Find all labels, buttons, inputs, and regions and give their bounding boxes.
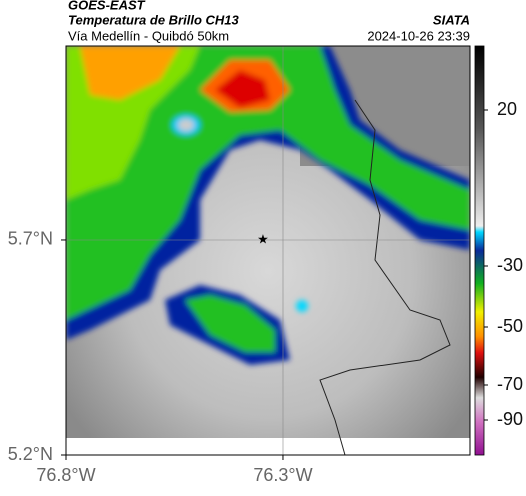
timestamp: 2024-10-26 23:39 <box>367 28 470 43</box>
source: SIATA <box>433 12 470 27</box>
y-tick-label: 5.2°N <box>8 444 53 464</box>
y-tick-label: 5.7°N <box>8 229 53 249</box>
colorbar-tick-label: -70 <box>497 374 523 394</box>
colorbar-tick-label: 20 <box>497 99 517 119</box>
subtitle: Temperatura de Brillo CH13 <box>68 12 240 27</box>
colorbar <box>474 45 485 456</box>
satellite-image: ★ <box>66 46 470 455</box>
colorbar-tick-label: -30 <box>497 255 523 275</box>
x-tick-label: 76.8°W <box>36 465 95 485</box>
x-tick-label: 76.3°W <box>253 465 312 485</box>
route: Vía Medellín - Quibdó 50km <box>68 28 229 43</box>
colorbar-tick-label: -90 <box>497 409 523 429</box>
title: GOES-EAST <box>68 0 146 12</box>
colorbar-tick-label: -50 <box>497 316 523 336</box>
svg-text:★: ★ <box>257 231 269 246</box>
map-frame <box>65 45 471 456</box>
